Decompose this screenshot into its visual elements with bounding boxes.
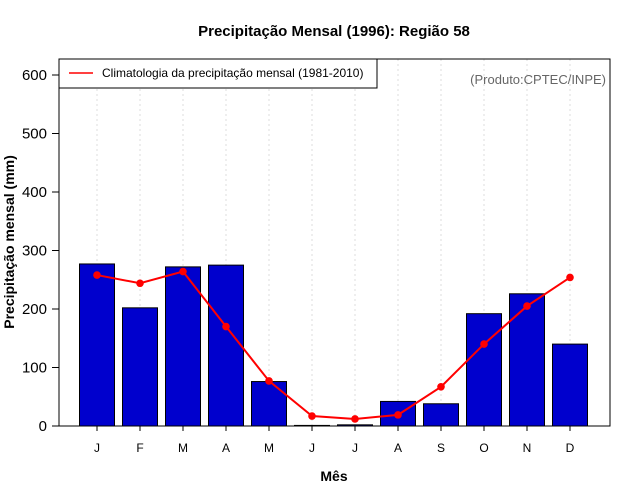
climatology-point-7 (394, 411, 402, 419)
climatology-point-8 (437, 383, 445, 391)
climatology-point-10 (523, 302, 531, 310)
bar-F-1 (122, 307, 158, 427)
legend-label: Climatologia da precipitação mensal (198… (102, 66, 363, 80)
ytick-label-0: 0 (39, 418, 47, 435)
xtick-label-8: S (437, 441, 445, 455)
ytick-label-600: 600 (22, 67, 47, 84)
ytick-label-500: 500 (22, 126, 47, 143)
climatology-point-2 (179, 267, 187, 276)
xtick-label-4: M (264, 441, 274, 455)
legend-box (58, 58, 378, 89)
bar-A-3 (208, 264, 244, 427)
bar-D-11 (552, 343, 588, 427)
bar-N-10 (509, 293, 545, 427)
ytick-label-100: 100 (22, 360, 47, 377)
y-axis-label: Precipitação mensal (mm) (1, 155, 17, 329)
bars (79, 263, 588, 427)
climatology-line (93, 267, 574, 423)
bar-S-8 (423, 403, 459, 427)
ytick-label-400: 400 (22, 184, 47, 201)
xtick-label-11: D (566, 441, 575, 455)
xtick-label-6: J (352, 441, 358, 455)
y-axis-ticks: 0 100 200 300 400 500 600 (22, 67, 59, 435)
climatology-point-4 (265, 377, 273, 385)
xtick-label-9: O (479, 441, 488, 455)
climatology-point-9 (480, 340, 488, 348)
climatology-point-0 (93, 271, 101, 279)
xtick-label-7: A (394, 441, 402, 455)
x-axis-label: Mês (320, 468, 347, 484)
xtick-label-0: J (94, 441, 100, 455)
bar-M-4 (251, 381, 287, 427)
xtick-label-5: J (309, 441, 315, 455)
climatology-point-1 (136, 279, 144, 288)
ytick-label-300: 300 (22, 243, 47, 260)
climatology-point-11 (566, 273, 574, 282)
xtick-label-2: M (178, 441, 188, 455)
climatology-point-6 (351, 415, 359, 423)
xtick-label-1: F (136, 441, 143, 455)
climatology-polyline (96, 270, 571, 420)
bar-J-0 (79, 263, 115, 427)
bar-M-2 (165, 266, 201, 427)
credit-text: (Produto:CPTEC/INPE) (470, 72, 606, 87)
climatology-point-3 (222, 322, 230, 331)
xtick-label-10: N (523, 441, 532, 455)
climatology-point-5 (308, 412, 316, 420)
legend: Climatologia da precipitação mensal (198… (58, 58, 378, 89)
chart-title: Precipitação Mensal (1996): Região 58 (198, 23, 470, 40)
ytick-label-200: 200 (22, 301, 47, 318)
xtick-label-3: A (222, 441, 230, 455)
bar-O-9 (466, 313, 502, 427)
